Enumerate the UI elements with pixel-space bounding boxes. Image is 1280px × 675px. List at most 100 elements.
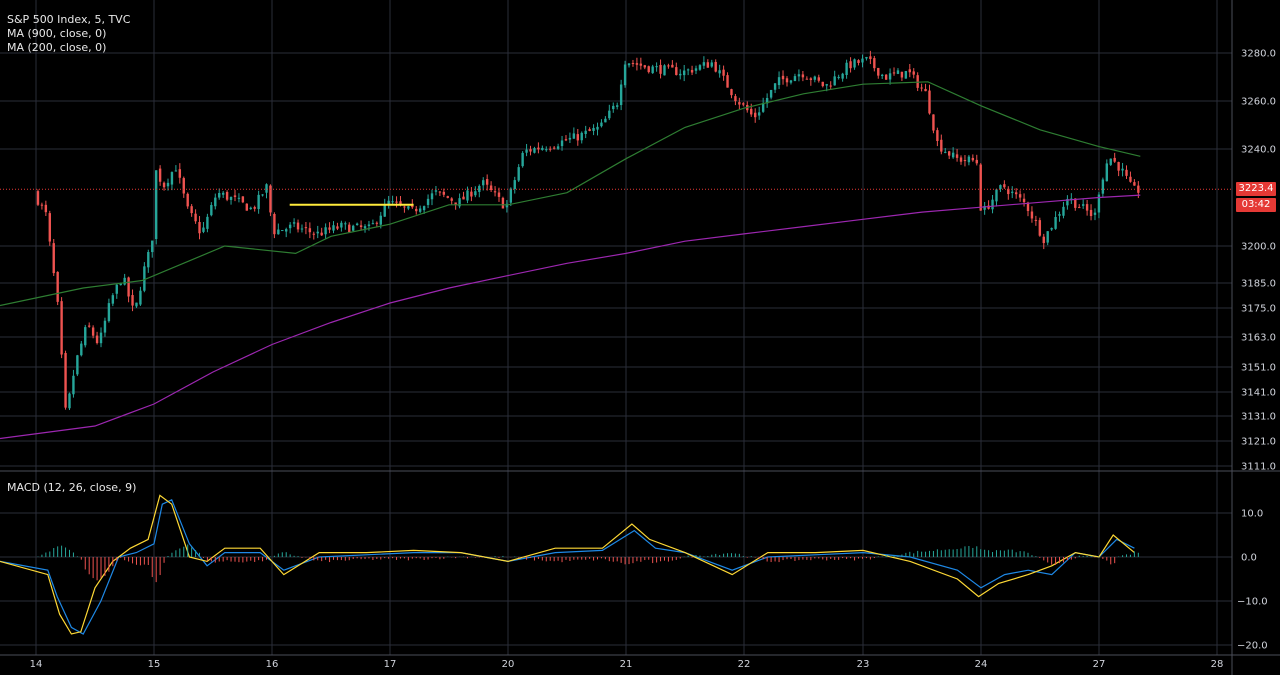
candle-body [308,228,312,233]
candle-body [178,169,182,178]
candle-body [249,207,252,210]
candle-body [1003,184,1006,188]
candle-body [1078,207,1081,209]
time-tick-label: 22 [738,659,751,670]
candle-body [588,129,591,132]
candle-body [391,201,394,203]
candle-body [967,156,971,163]
candle-body [513,180,516,189]
candle-body [407,206,410,209]
candle-body [206,216,209,229]
candle-body [718,70,721,74]
candle-body [1109,158,1112,165]
candle-body [576,134,579,141]
candle-body [277,229,280,235]
candle-body [825,84,828,86]
candle-body [616,105,619,107]
candle-body [1054,216,1057,229]
candle-body [702,62,706,66]
candle-body [340,222,343,228]
candle-body [458,198,461,207]
candle-body [395,201,398,203]
candle-body [877,67,880,76]
candle-body [861,58,864,63]
price-pane[interactable] [0,50,1232,440]
candle-body [1070,198,1073,200]
candle-body [76,355,79,375]
ma200-legend[interactable]: MA (200, close, 0) [7,41,107,54]
candle-body [162,182,166,188]
candle-body [485,179,489,185]
macd-pane[interactable] [0,494,1139,635]
candle-body [627,63,631,66]
candle-body [805,78,809,80]
candle-body [265,184,268,193]
candle-body [454,202,457,205]
candle-body [269,185,272,213]
candle-body [1018,194,1022,198]
candle-body [245,203,249,211]
candle-body [91,327,95,336]
candle-body [135,302,138,307]
candle-body [56,271,59,302]
candle-body [501,197,505,209]
candle-body [750,108,753,115]
ma900-line [0,81,1141,307]
candle-body [111,295,115,304]
time-tick-label: 28 [1211,659,1224,670]
ma900-legend[interactable]: MA (900, close, 0) [7,27,107,40]
candle-body [955,154,959,158]
candle-body [777,77,781,86]
candle-body [869,56,872,60]
candle-body [1125,169,1128,176]
candle-body [983,205,986,210]
time-tick-label: 23 [857,659,870,670]
candle-body [430,193,434,200]
macd-tick-label: 10.0 [1241,509,1263,520]
macd-histogram [37,544,1139,583]
candle-body [348,224,351,233]
symbol-title[interactable]: S&P 500 Index, 5, TVC [7,13,131,26]
candle-body [706,62,710,68]
candle-body [296,222,300,230]
candle-body [1074,198,1077,208]
candle-body [139,290,142,305]
candle-body [48,213,51,242]
time-tick-label: 16 [266,659,279,670]
candle-body [757,112,761,116]
price-tick-label: 3185.0 [1241,279,1276,290]
candle-body [865,56,868,59]
candle-body [218,192,221,198]
macd-legend[interactable]: MACD (12, 26, close, 9) [7,481,137,494]
candle-body [95,335,99,344]
candle-body [916,75,919,88]
candle-body [261,194,264,196]
candle-body [418,208,422,212]
candle-body [225,191,229,200]
candle-body [817,77,820,81]
candle-body [40,204,44,206]
candle-body [474,191,477,196]
candle-body [1014,192,1018,195]
candle-body [596,126,599,130]
candle-body [773,83,777,90]
candle-body [1046,231,1049,243]
candle-body [932,114,935,131]
candle-body [841,73,844,79]
candle-body [785,78,789,83]
candle-body [273,213,276,235]
candle-body [446,196,449,198]
candle-body [316,231,319,234]
candle-body [300,228,304,230]
candle-body [170,172,174,185]
candle-body [186,193,189,207]
candle-body [194,213,197,222]
candle-body [592,127,595,131]
time-tick-label: 21 [620,659,633,670]
candle-body [123,277,126,285]
candle-body [210,205,213,216]
candle-body [912,71,915,75]
price-tick-label: 3151.0 [1241,363,1276,374]
